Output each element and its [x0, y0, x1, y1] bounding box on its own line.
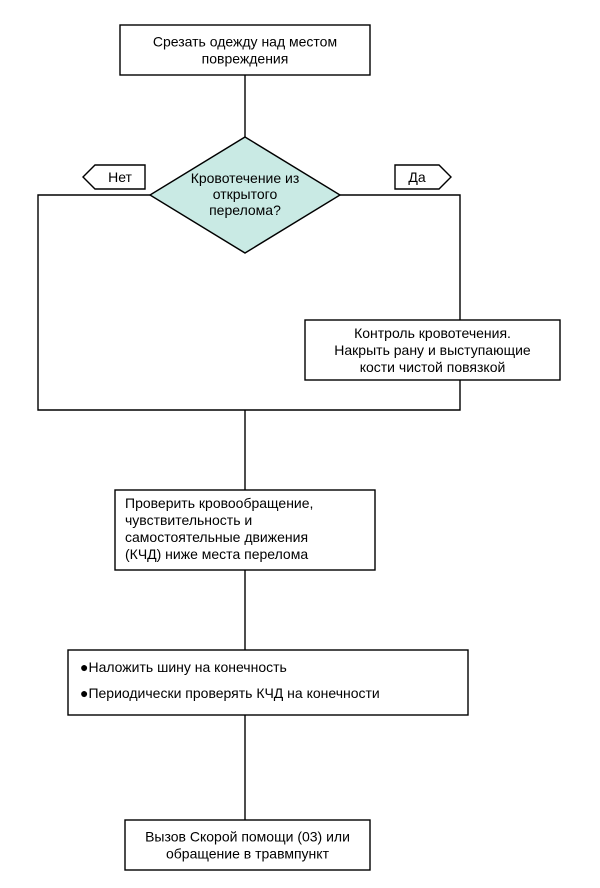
node-bleed_control-line-2: кости чистой повязкой — [360, 359, 506, 375]
node-decision-line-1: открытого — [213, 186, 278, 202]
node-call-line-0: Вызов Скорой помощи (03) или — [145, 829, 350, 845]
node-check_kchd-line-1: чувствительность и — [125, 512, 252, 528]
node-decision-line-2: перелома? — [209, 202, 281, 218]
node-check_kchd-line-2: самостоятельные движения — [125, 529, 308, 545]
node-call-line-1: обращение в травмпункт — [166, 846, 330, 862]
node-decision-line-0: Кровотечение из — [191, 170, 300, 186]
node-bleed_control-line-0: Контроль кровотечения. — [354, 325, 511, 341]
node-splint-bullet-0: ●Наложить шину на конечность — [80, 659, 287, 675]
node-start-line-0: Срезать одежду над местом — [153, 34, 337, 50]
edge — [245, 380, 460, 410]
label-no-text: Нет — [108, 169, 132, 185]
node-check_kchd-line-3: (КЧД) ниже места перелома — [125, 546, 308, 562]
node-start-line-1: повреждения — [202, 51, 289, 67]
flowchart-canvas: Срезать одежду над местомповреждения Кров… — [0, 0, 600, 888]
node-check_kchd-line-0: Проверить кровообращение, — [125, 495, 313, 511]
node-splint-bullet-1: ●Периодически проверять КЧД на конечност… — [80, 685, 380, 701]
node-bleed_control-line-1: Накрыть рану и выступающие — [334, 342, 531, 358]
label-yes-text: Да — [408, 169, 425, 185]
edge — [340, 195, 460, 320]
